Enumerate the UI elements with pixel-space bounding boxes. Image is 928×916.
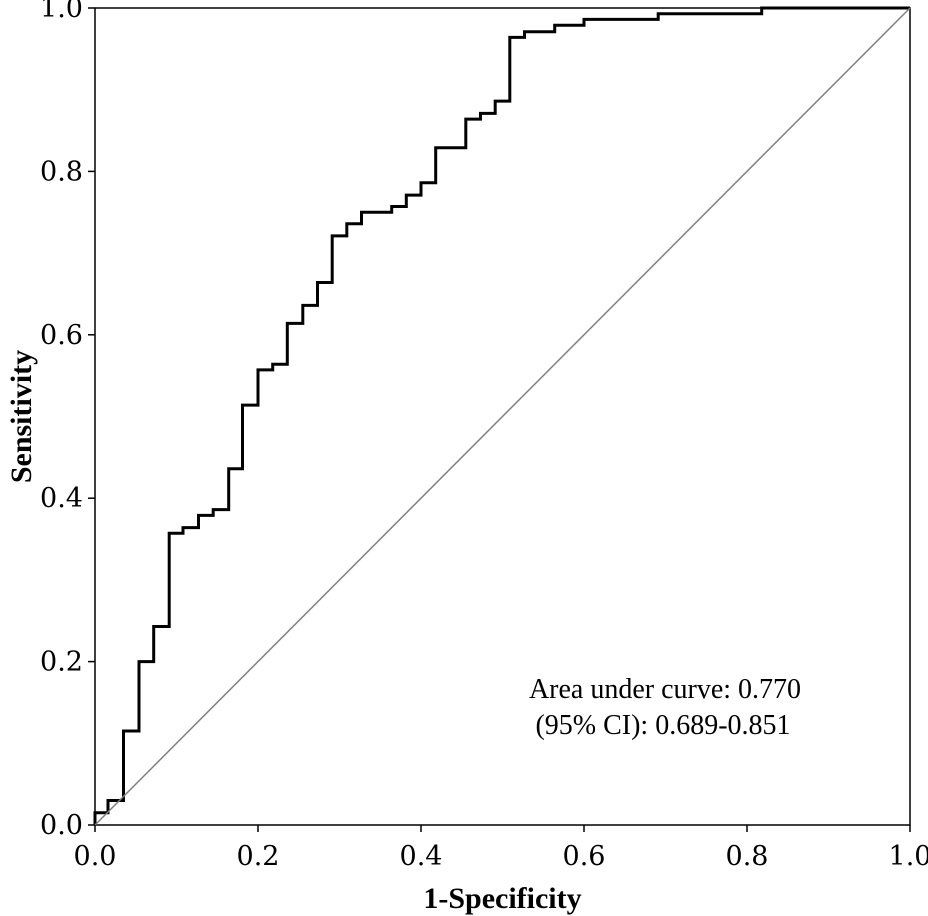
x-tick-label: 1.0	[889, 841, 928, 872]
x-tick-label: 0.8	[726, 841, 769, 872]
reference-line	[94, 7, 911, 826]
plot-frame	[94, 7, 911, 826]
y-tick-label: 0.8	[40, 156, 83, 187]
x-axis-title: 1-Specificity	[423, 882, 581, 915]
y-tick-label: 0.0	[40, 810, 83, 841]
y-tick-label: 0.4	[40, 483, 83, 514]
y-tick-label: 0.2	[40, 647, 83, 678]
auc-annotation: Area under curve: 0.770	[529, 674, 801, 705]
ci-annotation: (95% CI): 0.689-0.851	[535, 710, 790, 741]
roc-curve	[93, 6, 910, 825]
x-tick-label: 0.2	[237, 841, 280, 872]
y-tick-label: 0.6	[40, 320, 83, 351]
y-axis-title: Sensitivity	[5, 350, 38, 483]
x-tick-label: 0.4	[400, 841, 443, 872]
x-tick-label: 0.6	[563, 841, 606, 872]
x-tick-label: 0.0	[74, 841, 117, 872]
axis-ticks: 0.0 0.2 0.4 0.6 0.8 1.0 0.0 0.2 0.4 0.6 0.8 1.0	[40, 0, 928, 872]
y-tick-label: 1.0	[40, 0, 83, 24]
plot-area	[93, 6, 911, 826]
